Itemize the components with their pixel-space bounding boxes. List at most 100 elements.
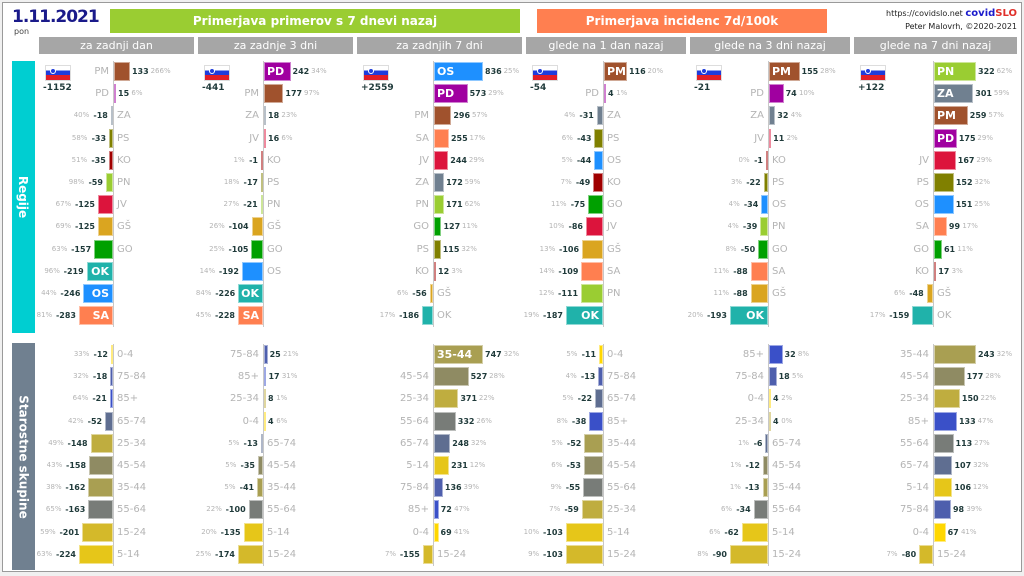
value-label: -53 [566, 461, 581, 470]
incidence-comparison-header: Primerjava incidenc 7d/100k [537, 9, 827, 33]
category-label: OK [581, 309, 599, 323]
category-label: PN [117, 177, 131, 188]
bar-gš [251, 217, 263, 237]
percent-label: 1% [233, 155, 245, 164]
percent-label: 62% [996, 67, 1013, 75]
value-label: 32 [784, 350, 796, 359]
category-label: ZA [245, 110, 259, 122]
percent-label: 32% [996, 350, 1013, 358]
value-label: -105 [228, 244, 249, 254]
value-label: -100 [225, 505, 246, 515]
category-label: GŠ [267, 221, 282, 233]
value-label: 4 [773, 394, 779, 404]
value-label: -192 [218, 266, 239, 276]
site-url[interactable]: https://covidslo.net [886, 9, 963, 18]
category-label: PD [585, 88, 599, 100]
percent-label: 2% [781, 394, 793, 403]
percent-label: 22% [980, 394, 997, 403]
bar-jv [264, 128, 266, 148]
category-label: PD [937, 131, 955, 145]
bar-25-34 [90, 433, 113, 453]
bar-ko [108, 150, 113, 170]
bar-ps [109, 128, 113, 148]
bar-ps [763, 173, 768, 192]
report-date: 1.11.2021 [12, 7, 100, 27]
category-label: 75-84 [229, 349, 259, 360]
category-label: 5-14 [267, 526, 290, 538]
bar-5-14 [243, 522, 263, 542]
bar-0-4 [769, 389, 771, 409]
percent-label: 32% [461, 244, 477, 253]
value-label: 61 [943, 244, 956, 254]
author: Peter Malovrh, ©2020-2021 [905, 22, 1017, 31]
percent-label: 25% [503, 67, 520, 75]
percent-label: 96% [44, 266, 60, 275]
percent-label: 4% [728, 200, 740, 209]
category-label: 85+ [407, 504, 429, 516]
percent-label: 47% [977, 416, 994, 425]
value-label: 15 [118, 89, 130, 99]
percent-label: 5% [561, 155, 573, 164]
bar-45-54 [89, 456, 113, 475]
category-label: KO [415, 265, 429, 277]
category-label: PN [607, 288, 621, 299]
category-label: JV [249, 132, 259, 144]
value-label: 17 [938, 266, 950, 276]
percent-label: 4% [564, 111, 576, 120]
percent-label: 6% [709, 527, 721, 536]
bar-65-74 [105, 411, 113, 431]
category-label: PM [244, 88, 259, 100]
brand-covid: covid [965, 8, 996, 19]
category-label: PN [937, 65, 955, 78]
subheader-vs-7-days: glede na 7 dni nazaj [854, 37, 1017, 54]
value-label: -38 [571, 416, 587, 426]
percent-label: 19% [523, 311, 540, 320]
category-label: 5-14 [906, 482, 929, 494]
category-label: KO [915, 265, 929, 277]
percent-label: 7% [384, 549, 397, 558]
category-label: 25-34 [734, 415, 764, 427]
value-label: -148 [67, 438, 88, 448]
percent-label: 47% [454, 505, 470, 514]
percent-label: 69% [55, 222, 72, 231]
bar-ko [766, 150, 768, 170]
total-change: +122 [858, 83, 885, 93]
category-label: OK [937, 310, 952, 322]
value-label: 8 [268, 394, 274, 404]
percent-label: 58% [71, 133, 88, 142]
percent-label: 5% [224, 483, 236, 492]
percent-label: 64% [72, 394, 89, 403]
cases-comparison-header: Primerjava primerov s 7 dnevi nazaj [110, 9, 520, 33]
value-label: -13 [580, 372, 596, 382]
percent-label: 25% [195, 549, 212, 558]
value-label: -106 [559, 244, 580, 254]
category-label: 55-64 [117, 504, 147, 516]
value-label: -111 [558, 289, 579, 298]
percent-label: 8% [556, 416, 568, 425]
bar-go [94, 239, 113, 259]
percent-label: 3% [951, 266, 963, 275]
bar-55-64 [934, 433, 954, 453]
value-label: 116 [628, 67, 646, 76]
bar-ko [434, 261, 436, 281]
category-label: 15-24 [117, 526, 147, 538]
percent-label: 14% [199, 266, 216, 275]
category-label: SA [415, 132, 429, 144]
percent-label: 4% [727, 222, 739, 231]
category-label: 55-64 [899, 437, 929, 449]
category-label: 15-24 [267, 548, 297, 560]
zero-axis [263, 61, 264, 328]
category-label: ZA [750, 110, 764, 122]
category-label: 45-54 [399, 371, 429, 383]
bar-ok [86, 261, 113, 281]
value-label: -162 [65, 483, 86, 493]
value-label: -12 [93, 350, 108, 359]
bar-ps [261, 173, 263, 192]
category-label: 65-74 [772, 437, 802, 449]
category-label: JV [607, 221, 617, 233]
percent-label: 4% [790, 111, 802, 120]
category-label: SA [242, 309, 259, 323]
value-label: -62 [724, 527, 739, 537]
value-label: -59 [564, 505, 579, 515]
value-label: -59 [88, 178, 103, 187]
